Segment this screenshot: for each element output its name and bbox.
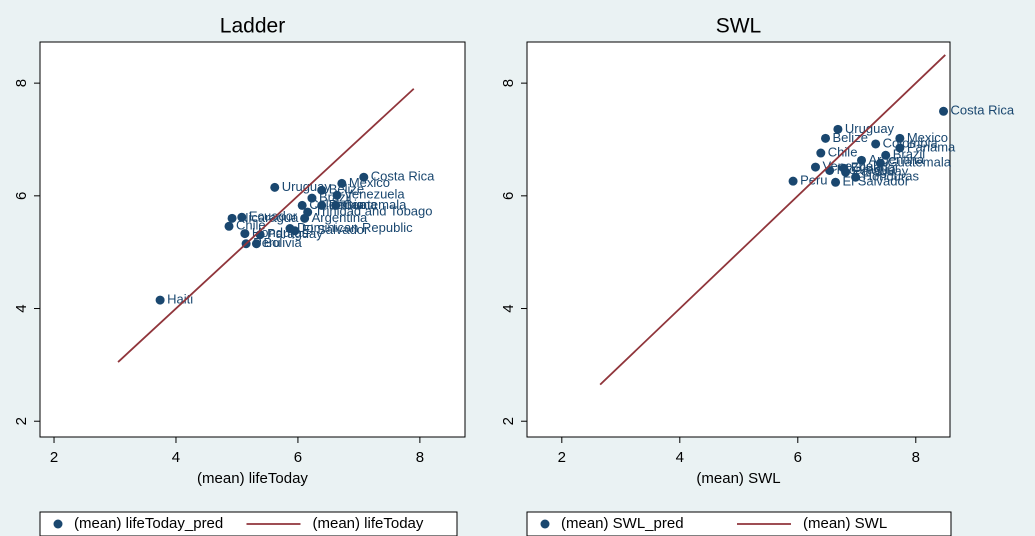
- point-label: Guatemala: [887, 155, 951, 170]
- point-label: Honduras: [252, 225, 309, 240]
- point-label: El Salvador: [302, 222, 369, 237]
- legend-label: (mean) lifeToday: [313, 515, 424, 532]
- x-tick-label: 6: [294, 449, 302, 466]
- point-label: Panama: [329, 197, 378, 212]
- point-label: Mexico: [907, 130, 948, 145]
- y-tick-label: 8: [500, 79, 517, 87]
- point-label: Ecuador: [249, 209, 298, 224]
- point: [810, 162, 820, 172]
- point-label: Trinidad and Tobago: [315, 204, 433, 219]
- point-label: Guatemala: [343, 197, 407, 212]
- x-tick-label: 4: [676, 449, 684, 466]
- point: [270, 182, 280, 192]
- point: [831, 177, 841, 187]
- x-axis-label: (mean) lifeToday: [197, 470, 308, 487]
- point: [307, 193, 317, 203]
- point: [821, 133, 831, 143]
- point: [359, 172, 369, 182]
- point: [871, 139, 881, 149]
- point-label: Nicaragua: [239, 210, 299, 225]
- point-label: Colombia: [309, 197, 365, 212]
- point: [788, 176, 798, 186]
- point-label: Brazil: [319, 190, 352, 205]
- legend-label: (mean) lifeToday_pred: [74, 515, 223, 532]
- legend-marker: [540, 519, 550, 529]
- x-tick-label: 8: [416, 449, 424, 466]
- point: [895, 133, 905, 143]
- x-tick-label: 8: [912, 449, 920, 466]
- y-tick-label: 6: [13, 192, 30, 200]
- point: [833, 124, 843, 134]
- plot-area: [526, 41, 951, 438]
- fit-line: [599, 54, 946, 386]
- point-label: Dominican Republic: [297, 220, 413, 235]
- point: [816, 148, 826, 158]
- point: [851, 172, 861, 182]
- x-tick-label: 6: [794, 449, 802, 466]
- y-tick-label: 4: [500, 304, 517, 312]
- point: [300, 213, 310, 223]
- point: [240, 229, 250, 239]
- point: [317, 200, 327, 210]
- point-label: Brazil: [893, 147, 926, 162]
- point-label: Nicaragua: [837, 162, 897, 177]
- point: [251, 239, 261, 249]
- legend-label: (mean) SWL: [803, 515, 887, 532]
- point-label: Haiti: [167, 292, 193, 307]
- y-tick-label: 4: [13, 304, 30, 312]
- point: [297, 200, 307, 210]
- x-tick-label: 2: [558, 449, 566, 466]
- point: [939, 106, 949, 116]
- x-tick-label: 2: [50, 449, 58, 466]
- y-tick-label: 2: [500, 417, 517, 425]
- point-label: Paraguay: [267, 226, 323, 241]
- point: [337, 178, 347, 188]
- point-label: Belize: [329, 182, 364, 197]
- point-label: Honduras: [863, 169, 920, 184]
- point-label: Peru: [253, 235, 280, 250]
- point-label: El Salvador: [843, 174, 910, 189]
- chart-title: Ladder: [220, 15, 285, 38]
- point: [857, 155, 867, 165]
- point: [895, 143, 905, 153]
- legend-label: (mean) SWL_pred: [561, 515, 684, 532]
- point: [881, 150, 891, 160]
- point-label: Belize: [833, 130, 868, 145]
- point: [237, 212, 247, 222]
- point-label: Argentina: [312, 210, 368, 225]
- point-label: Bolivia: [263, 235, 302, 250]
- point: [224, 221, 234, 231]
- point: [317, 185, 327, 195]
- point: [875, 158, 885, 168]
- y-tick-label: 6: [500, 192, 517, 200]
- point: [290, 226, 300, 236]
- chart-title: SWL: [716, 15, 762, 38]
- point: [332, 190, 342, 200]
- point-label: Ecuador: [851, 160, 900, 175]
- fit-line: [117, 88, 415, 363]
- x-tick-label: 4: [172, 449, 180, 466]
- legend-marker: [53, 519, 63, 529]
- point-label: Mexico: [349, 175, 390, 190]
- point-label: Chile: [236, 218, 266, 233]
- point: [227, 213, 237, 223]
- point-label: Costa Rica: [951, 103, 1015, 118]
- point: [841, 167, 851, 177]
- point-label: Venezuela: [344, 187, 405, 202]
- y-tick-label: 8: [13, 79, 30, 87]
- point-label: Costa Rica: [371, 169, 435, 184]
- point-label: Paraguay: [853, 164, 909, 179]
- x-axis-label: (mean) SWL: [696, 470, 780, 487]
- point-label: Venezuela: [822, 159, 883, 174]
- y-tick-label: 2: [13, 417, 30, 425]
- point: [331, 200, 341, 210]
- point-label: Panama: [907, 139, 956, 154]
- point: [155, 295, 165, 305]
